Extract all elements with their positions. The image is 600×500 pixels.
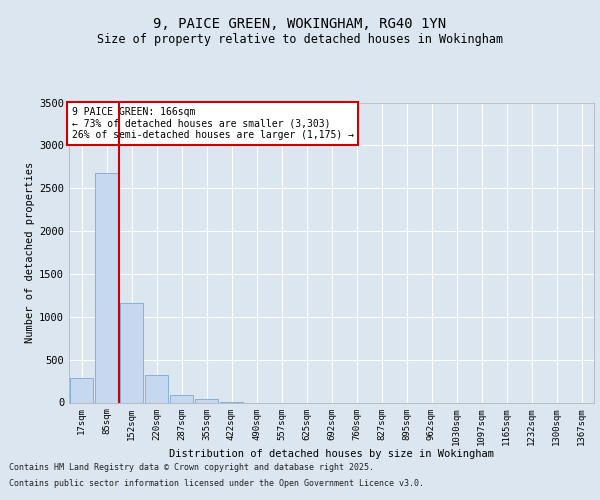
Bar — [120, 303, 143, 402]
Text: 9 PAICE GREEN: 166sqm
← 73% of detached houses are smaller (3,303)
26% of semi-d: 9 PAICE GREEN: 166sqm ← 73% of detached … — [71, 107, 353, 140]
Bar — [95, 173, 118, 402]
Y-axis label: Number of detached properties: Number of detached properties — [25, 162, 35, 343]
Text: Size of property relative to detached houses in Wokingham: Size of property relative to detached ho… — [97, 32, 503, 46]
X-axis label: Distribution of detached houses by size in Wokingham: Distribution of detached houses by size … — [169, 449, 494, 459]
Text: Contains HM Land Registry data © Crown copyright and database right 2025.: Contains HM Land Registry data © Crown c… — [9, 464, 374, 472]
Bar — [195, 399, 218, 402]
Bar — [170, 395, 193, 402]
Bar — [145, 375, 168, 402]
Text: Contains public sector information licensed under the Open Government Licence v3: Contains public sector information licen… — [9, 478, 424, 488]
Bar — [70, 378, 93, 402]
Text: 9, PAICE GREEN, WOKINGHAM, RG40 1YN: 9, PAICE GREEN, WOKINGHAM, RG40 1YN — [154, 18, 446, 32]
